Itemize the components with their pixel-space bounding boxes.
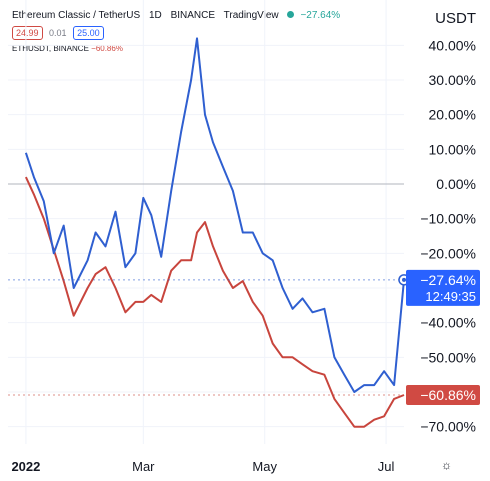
symbol-title[interactable]: Ethereum Classic / TetherUS [12, 10, 141, 21]
etc-value-box [406, 269, 480, 306]
eth-value-label: −60.86% [420, 387, 476, 403]
x-tick-label: Mar [132, 459, 155, 474]
y-tick-label: −70.00% [420, 419, 476, 435]
source-label: TradingView [223, 10, 279, 21]
axis-unit[interactable]: USDT [435, 10, 476, 27]
gear-icon[interactable]: ☼ [441, 458, 452, 472]
y-tick-label: −40.00% [420, 315, 476, 331]
ask-price[interactable]: 25.00 [73, 26, 104, 40]
last-point-dot [402, 277, 406, 282]
chart-header: Ethereum Classic / TetherUS 1D BINANCE T… [12, 10, 346, 21]
interval-label[interactable]: 1D [148, 10, 162, 21]
x-tick-label: Jul [378, 459, 395, 474]
y-tick-label: 10.00% [429, 141, 476, 157]
compare-legend[interactable]: ETHUSDT, BINANCE −60.86% [12, 44, 123, 53]
exchange-label: BINANCE [170, 10, 216, 21]
y-tick-label: −50.00% [420, 349, 476, 365]
y-tick-label: 40.00% [429, 37, 476, 53]
market-status-dot [287, 11, 295, 18]
price-boxes: 24.99 0.01 25.00 [12, 26, 104, 40]
etc-value-label: −27.64% [420, 272, 476, 288]
y-tick-label: 20.00% [429, 107, 476, 123]
x-tick-label: 2022 [11, 459, 40, 474]
header-change: −27.64% [300, 10, 341, 21]
eth-series-line [24, 176, 405, 428]
bid-price[interactable]: 24.99 [12, 26, 43, 40]
etc-series-line [24, 37, 405, 393]
x-tick-label: May [252, 459, 277, 474]
y-tick-label: −20.00% [420, 245, 476, 261]
compare-change: −60.86% [91, 44, 123, 53]
eth-value-box [406, 384, 480, 405]
y-tick-label: 30.00% [429, 72, 476, 88]
y-tick-label: −10.00% [420, 211, 476, 227]
etc-countdown-label: 12:49:35 [425, 289, 476, 304]
compare-symbol: ETHUSDT, BINANCE [12, 44, 89, 53]
y-tick-label: 0.00% [436, 176, 476, 192]
spread-value: 0.01 [49, 28, 67, 38]
